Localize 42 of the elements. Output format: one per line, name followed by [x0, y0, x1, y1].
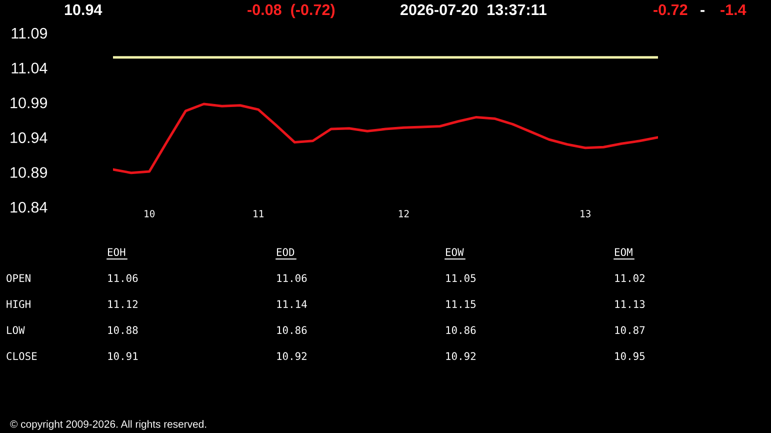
category-label: EOM — [615, 248, 632, 256]
text: 10.92 — [446, 352, 476, 360]
category-label: EOH — [108, 248, 126, 256]
text: 11.12 — [108, 300, 138, 308]
text: 10.86 — [446, 326, 476, 334]
x-tick-label: 12 — [398, 210, 409, 218]
x-tick-label: 11 — [254, 210, 264, 218]
text: -1.4 — [720, 4, 746, 15]
text: 11.06 — [277, 274, 307, 282]
y-tick-label: 11.09 — [12, 28, 47, 39]
line-series — [113, 102, 658, 174]
text: 11.06 — [108, 274, 138, 282]
text: 10.88 — [108, 326, 138, 334]
y-tick-label: 11.04 — [12, 62, 48, 74]
category-label: CLOSE — [6, 352, 37, 360]
text: 11.05 — [446, 274, 476, 282]
y-tick-label: 10.89 — [10, 167, 47, 178]
text: 11.02 — [615, 274, 644, 282]
text: 10.92 — [277, 352, 306, 360]
category-label: OPEN — [6, 274, 30, 282]
text: 11.15 — [446, 300, 476, 308]
category-label: EOD — [277, 248, 294, 256]
category-label: EOW — [446, 248, 464, 256]
text: 2026-07-20 13:37:11 — [400, 4, 547, 16]
text: -0.72 — [654, 4, 688, 16]
category-label: LOW — [7, 326, 25, 334]
x-tick-label: 10 — [144, 210, 155, 218]
category-label: HIGH — [6, 300, 30, 308]
y-tick-label: 10.99 — [10, 97, 47, 108]
text: 10.87 — [615, 326, 645, 334]
text: © copyright 2009-2026. All rights reserved. — [10, 420, 206, 430]
y-tick-label: 10.84 — [10, 202, 48, 213]
text: 10.95 — [615, 352, 645, 360]
text: 10.94 — [64, 4, 102, 16]
text: 10.91 — [108, 352, 138, 360]
text: 10.86 — [277, 326, 307, 334]
y-tick-label: 10.94 — [10, 132, 48, 144]
text: - — [700, 10, 704, 12]
x-tick-label: 13 — [580, 210, 590, 218]
text: 11.13 — [615, 300, 645, 308]
text: 11.14 — [277, 300, 307, 308]
text: -0.08 (-0.72) — [248, 4, 335, 18]
